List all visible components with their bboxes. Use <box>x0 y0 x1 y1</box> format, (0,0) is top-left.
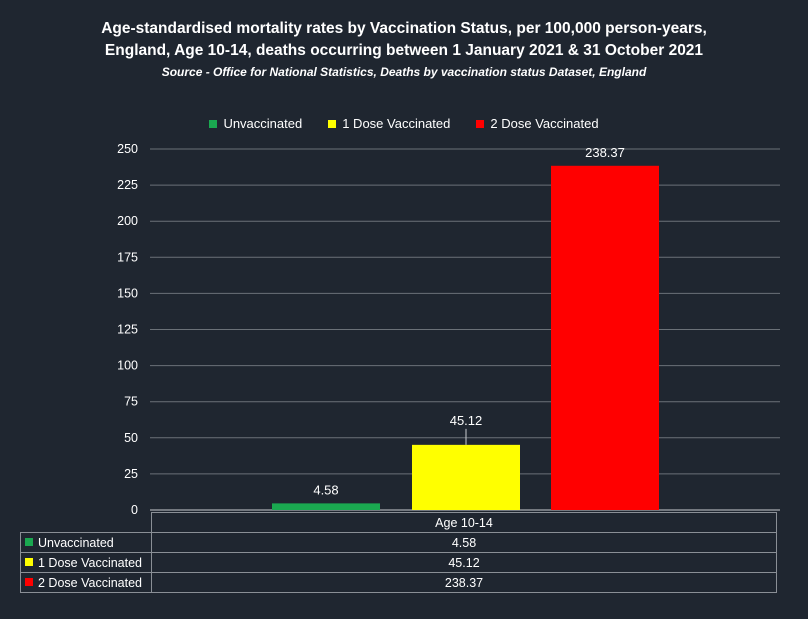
chart-data-table: Age 10-14 Unvaccinated 4.58 1 Dose Vacci… <box>20 512 777 593</box>
chart-title: Age-standardised mortality rates by Vacc… <box>101 20 707 37</box>
table-row-head-2-dose: 2 Dose Vaccinated <box>20 572 152 593</box>
bar-1 <box>272 503 380 510</box>
legend-swatch-1-dose <box>328 119 337 128</box>
y-tick-label: 25 <box>124 467 138 481</box>
chart-title-block: Age-standardised mortality rates by Vacc… <box>0 18 808 80</box>
y-tick-label: 50 <box>124 431 138 445</box>
y-tick-label: 75 <box>124 395 138 409</box>
y-tick-label: 125 <box>117 323 138 337</box>
table-row: Unvaccinated 4.58 <box>20 532 777 553</box>
legend-label-2-dose: 2 Dose Vaccinated <box>490 116 599 131</box>
table-header-row: Age 10-14 <box>20 512 777 533</box>
legend-label-1-dose: 1 Dose Vaccinated <box>342 116 451 131</box>
table-cell-value: 45.12 <box>151 552 777 573</box>
y-tick-label: 225 <box>117 178 138 192</box>
legend-item-2-dose: 2 Dose Vaccinated <box>476 116 599 131</box>
data-label-1: 4.58 <box>313 482 338 497</box>
table-row-label: 1 Dose Vaccinated <box>38 555 142 570</box>
table-row-label: Unvaccinated <box>38 535 114 550</box>
table-cell-value: 4.58 <box>151 532 777 553</box>
chart-legend: Unvaccinated 1 Dose Vaccinated 2 Dose Va… <box>0 116 808 131</box>
y-tick-label: 0 <box>131 503 138 517</box>
table-row-head-1-dose: 1 Dose Vaccinated <box>20 552 152 573</box>
table-corner-cell <box>20 512 152 533</box>
y-tick-label: 200 <box>117 214 138 228</box>
bar-2 <box>412 444 520 510</box>
table-cell-value: 238.37 <box>151 572 777 593</box>
table-category-header: Age 10-14 <box>151 512 777 533</box>
legend-swatch-unvaccinated <box>209 119 218 128</box>
table-row: 2 Dose Vaccinated 238.37 <box>20 572 777 593</box>
legend-label-unvaccinated: Unvaccinated <box>223 116 303 131</box>
legend-swatch-2-dose <box>476 119 485 128</box>
y-tick-label: 250 <box>117 142 138 156</box>
data-label-2: 45.12 <box>450 413 483 428</box>
chart-subtitle: Source - Office for National Statistics,… <box>161 65 647 79</box>
y-tick-label: 100 <box>117 359 138 373</box>
table-row-label: 2 Dose Vaccinated <box>38 575 142 590</box>
chart-title-line2: England, Age 10-14, deaths occurring bet… <box>104 42 704 59</box>
table-row-head-unvaccinated: Unvaccinated <box>20 532 152 553</box>
bar-3 <box>551 165 659 511</box>
table-swatch-unvaccinated <box>25 538 33 547</box>
y-tick-label: 175 <box>117 250 138 264</box>
data-label-3: 238.37 <box>585 145 625 160</box>
legend-item-unvaccinated: Unvaccinated <box>209 116 302 131</box>
table-row: 1 Dose Vaccinated 45.12 <box>20 552 777 573</box>
table-swatch-1-dose <box>25 558 33 567</box>
table-swatch-2-dose <box>25 578 33 587</box>
legend-item-1-dose: 1 Dose Vaccinated <box>328 116 450 131</box>
y-tick-label: 150 <box>117 286 138 300</box>
